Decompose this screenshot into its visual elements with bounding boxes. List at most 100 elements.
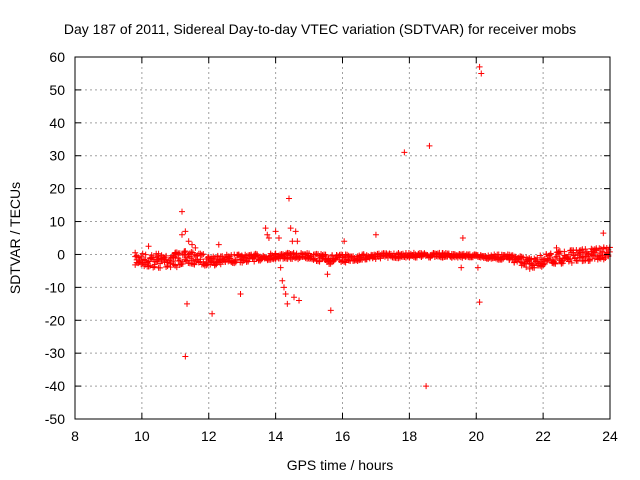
outlier-point <box>459 235 466 241</box>
band-point <box>374 251 381 258</box>
outlier-point <box>262 225 269 232</box>
outlier-point <box>372 231 379 238</box>
y-tick-label: -20 <box>45 312 65 328</box>
band-point <box>144 259 151 266</box>
y-tick-label: 60 <box>49 49 65 65</box>
y-tick-label: -10 <box>45 279 65 295</box>
band-point <box>150 264 157 271</box>
band-point <box>599 252 606 259</box>
band-point <box>316 258 323 265</box>
band-point <box>183 257 190 264</box>
band-point <box>197 256 204 263</box>
outlier-point <box>286 195 292 202</box>
outlier-point <box>179 208 185 215</box>
band-point <box>200 251 207 258</box>
data-points <box>132 63 613 390</box>
y-tick-label: -30 <box>45 345 65 361</box>
x-tick-label: 8 <box>71 428 79 444</box>
outlier-point <box>423 383 430 390</box>
band-point <box>173 251 180 258</box>
band-point <box>157 264 164 271</box>
band-point <box>531 261 538 268</box>
band-point <box>552 260 559 267</box>
band-point <box>145 263 152 270</box>
band-point <box>179 252 186 259</box>
outlier-point <box>280 284 287 291</box>
y-tick-label: 20 <box>49 181 65 197</box>
band-point <box>591 255 598 262</box>
y-tick-label: -50 <box>45 411 65 427</box>
outlier-point <box>553 244 560 251</box>
y-tick-label: 50 <box>49 82 65 98</box>
chart-title: Day 187 of 2011, Sidereal Day-to-day VTE… <box>64 21 576 37</box>
x-tick-label: 22 <box>535 428 551 444</box>
outlier-point <box>474 264 481 271</box>
x-tick-label: 16 <box>335 428 351 444</box>
outlier-point <box>292 228 299 235</box>
band-point <box>135 254 142 261</box>
outlier-point <box>287 225 294 232</box>
y-tick-label: 30 <box>49 148 65 164</box>
band-point <box>139 250 146 257</box>
y-tick-label: 0 <box>57 246 65 262</box>
x-tick-label: 18 <box>402 428 418 444</box>
outlier-point <box>476 63 483 70</box>
band-point <box>296 254 303 261</box>
outlier-point <box>291 294 298 301</box>
grid <box>75 57 610 419</box>
band-point <box>547 250 554 257</box>
band-point <box>518 253 525 260</box>
outlier-point <box>327 307 334 314</box>
outlier-point <box>600 230 607 237</box>
outlier-point <box>145 243 152 250</box>
outlier-point <box>401 149 408 156</box>
outlier-point <box>294 238 301 245</box>
band-point <box>332 256 339 263</box>
outlier-point <box>182 228 189 235</box>
y-tick-label: 10 <box>49 214 65 230</box>
axis-ticks <box>74 56 611 420</box>
band-point <box>176 261 183 268</box>
outlier-point <box>189 241 196 248</box>
x-tick-label: 12 <box>201 428 217 444</box>
band-point <box>179 258 186 265</box>
outlier-point <box>458 264 465 271</box>
band-point <box>523 264 530 271</box>
outlier-point <box>324 271 331 278</box>
outlier-point <box>179 231 185 238</box>
y-tick-label: 40 <box>49 115 65 131</box>
band-point <box>198 252 205 259</box>
band-point <box>132 253 139 260</box>
outlier-point <box>182 353 189 360</box>
band-point <box>577 254 584 261</box>
band-point <box>600 245 607 252</box>
outlier-point <box>272 228 279 235</box>
outlier-point <box>192 244 199 251</box>
x-axis-label: GPS time / hours <box>287 457 394 473</box>
outlier-point <box>279 277 286 284</box>
band-point <box>151 263 158 270</box>
band-point <box>565 258 572 265</box>
band-point <box>142 251 149 258</box>
band-point <box>526 265 533 272</box>
band-point <box>136 258 143 265</box>
y-axis-label: SDTVAR / TECUs <box>7 182 23 294</box>
outlier-point <box>264 231 271 238</box>
band-point <box>243 259 250 266</box>
band-point <box>191 261 198 268</box>
band-point <box>141 256 148 263</box>
x-tick-label: 20 <box>468 428 484 444</box>
outlier-point <box>185 238 192 245</box>
band-point <box>457 252 464 259</box>
outlier-point <box>282 290 289 297</box>
outlier-point <box>184 300 191 307</box>
outlier-point <box>476 299 483 306</box>
outlier-point <box>275 235 282 241</box>
band-point <box>356 255 363 262</box>
band-point <box>582 246 589 253</box>
y-tick-label: -40 <box>45 378 65 394</box>
outlier-point <box>341 238 348 245</box>
outlier-point <box>289 238 296 245</box>
band-point <box>186 250 193 257</box>
outlier-point <box>284 300 291 307</box>
